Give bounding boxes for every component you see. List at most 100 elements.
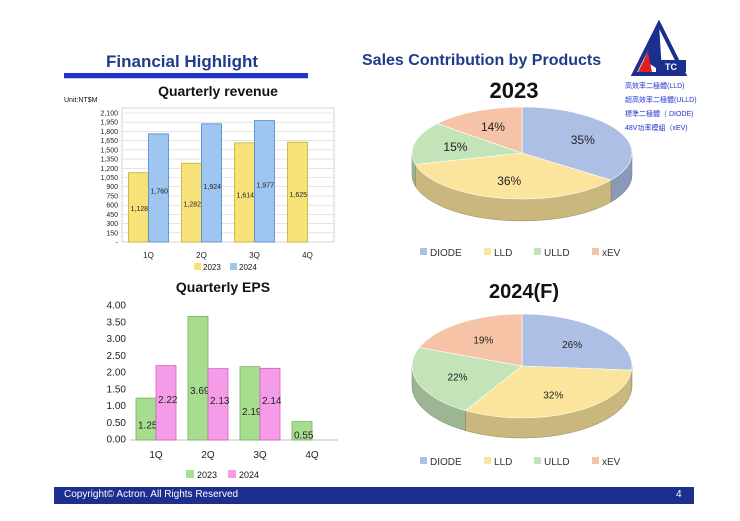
y-tick-label: 1.50 (107, 384, 127, 395)
slice-ULLD (411, 347, 523, 411)
copyright-text: Copyright© Actron. All Rights Reserved (64, 489, 239, 500)
pie-2023-chart: 2023 35% 36% 15% 14% DIODE LLD ULLD xEV (411, 78, 633, 259)
data-label: 1,625 (290, 192, 308, 199)
x-tick-label: 4Q (305, 450, 319, 461)
y-tick-label: - (116, 240, 119, 247)
y-tick-label: 300 (106, 221, 118, 228)
data-label: 2.19 (242, 407, 262, 418)
legend-label-diode: DIODE (430, 248, 462, 259)
logo-text: TC (665, 62, 677, 72)
data-label: 1,282 (184, 202, 202, 209)
slice-label-LLD: 36% (497, 174, 521, 188)
product-legend-item: 48V功率模組（xEV) (625, 125, 688, 132)
pie-2024-chart: 2024(F) 26% 32% 22% 19% DIODE LLD ULLD xEV (411, 281, 633, 468)
bar-eps-2023-2Q (187, 315, 209, 441)
y-tick-label: 3.50 (107, 317, 127, 328)
y-tick-label: 450 (106, 212, 118, 219)
legend-swatch-2023 (194, 263, 201, 270)
pie-2023-slices: 35% 36% 15% 14% (411, 106, 633, 222)
data-label: 1,924 (204, 184, 222, 191)
logo-red-accent (638, 52, 652, 72)
y-tick-label: 1,200 (100, 166, 118, 173)
legend-label-2023: 2023 (203, 263, 221, 272)
product-legend-item: 超高效率二極體(ULLD) (625, 97, 697, 104)
revenue-chart: Quarterly revenue Unit:NT$M - 150 300 450 60… (64, 83, 335, 272)
bar-eps-2024-1Q (155, 365, 177, 441)
legend-swatch-lld (484, 457, 491, 464)
data-label: 1,977 (257, 182, 275, 189)
y-tick-label: 600 (106, 203, 118, 210)
revenue-title: Quarterly revenue (158, 83, 278, 99)
revenue-y-axis: - 150 300 450 600 750 900 1,050 1,200 1,350 1,500 1… (100, 111, 118, 247)
pie-2024-legend: DIODE LLD ULLD xEV (420, 457, 621, 468)
slice-label-ULLD: 22% (448, 373, 468, 384)
data-label: 1.25 (138, 420, 158, 431)
slice-label-LLD: 32% (543, 391, 563, 402)
product-legend: 高效率二極體(LLD) 超高效率二極體(ULLD) 標準二極體（ DIODE) … (625, 80, 697, 136)
eps-bars: 1.25 2.22 3.692.13 2.192.14 0.55 (135, 315, 314, 441)
slice-DIODE (521, 106, 633, 181)
slice-label-xEV: 19% (473, 335, 493, 346)
slice-xEV (418, 313, 523, 367)
slice-label-ULLD: 15% (443, 140, 467, 154)
legend-swatch-diode (420, 248, 427, 255)
title-underline-shadow (64, 78, 308, 79)
slice-label-xEV: 14% (481, 120, 505, 134)
y-tick-label: 1,800 (100, 129, 118, 136)
legend-label-lld: LLD (494, 248, 512, 259)
legend-swatch-ulld (534, 457, 541, 464)
legend-label-ulld: ULLD (544, 248, 570, 259)
y-tick-label: 2,100 (100, 111, 118, 118)
y-tick-label: 1.00 (107, 401, 127, 412)
page-number: 4 (676, 489, 682, 500)
y-tick-label: 1,500 (100, 147, 118, 154)
x-tick-label: 3Q (249, 251, 260, 260)
y-tick-label: 750 (106, 193, 118, 200)
pie-2024-title: 2024(F) (489, 281, 559, 303)
x-tick-label: 1Q (143, 251, 154, 260)
eps-chart: Quarterly EPS 0.00 0.50 1.00 1.50 2.00 2.50 3.… (107, 279, 338, 480)
legend-swatch-lld (484, 248, 491, 255)
legend-swatch-2024 (228, 470, 236, 478)
financial-highlight-title: Financial Highlight (106, 52, 259, 71)
actron-logo: TC (630, 20, 688, 76)
bar-revenue-2024-2Q (201, 123, 222, 243)
slice-DIODE (521, 313, 633, 371)
legend-label-2023: 2023 (197, 470, 217, 480)
pie-2024-slices: 26% 32% 22% 19% (411, 313, 633, 439)
data-label: 2.13 (210, 396, 230, 407)
bar-revenue-2024-1Q (148, 133, 169, 243)
bar-eps-2024-2Q (207, 368, 229, 441)
eps-title: Quarterly EPS (176, 279, 270, 295)
pie-2023-legend: DIODE LLD ULLD xEV (420, 248, 621, 259)
legend-swatch-2024 (230, 263, 237, 270)
data-label: 1,614 (237, 192, 255, 199)
slice-label-DIODE: 35% (571, 133, 595, 147)
legend-swatch-xev (592, 457, 599, 464)
legend-label-2024: 2024 (239, 263, 257, 272)
data-label: 0.55 (294, 430, 314, 441)
y-tick-label: 2.50 (107, 351, 127, 362)
bar-revenue-2023-4Q (287, 141, 308, 243)
slice-LLD (414, 152, 612, 200)
eps-y-axis: 0.00 0.50 1.00 1.50 2.00 2.50 3.00 3.50 4.00 (107, 301, 127, 446)
legend-label-diode: DIODE (430, 457, 462, 468)
legend-swatch-diode (420, 457, 427, 464)
bar-revenue-2024-3Q (254, 120, 275, 243)
y-tick-label: 1,650 (100, 138, 118, 145)
x-tick-label: 3Q (253, 450, 267, 461)
y-tick-label: 2.00 (107, 368, 127, 379)
eps-x-axis: 1Q 2Q 3Q 4Q (149, 450, 319, 461)
data-label: 1,760 (151, 188, 169, 195)
footer-bar (54, 487, 694, 504)
legend-swatch-ulld (534, 248, 541, 255)
title-underline (64, 73, 308, 78)
sales-contribution-title: Sales Contribution by Products (362, 52, 602, 69)
y-tick-label: 0.00 (107, 435, 127, 446)
x-tick-label: 2Q (201, 450, 215, 461)
legend-swatch-2023 (186, 470, 194, 478)
data-label: 2.22 (158, 395, 178, 406)
y-tick-label: 1,950 (100, 120, 118, 127)
pie-2023-title: 2023 (490, 78, 539, 103)
